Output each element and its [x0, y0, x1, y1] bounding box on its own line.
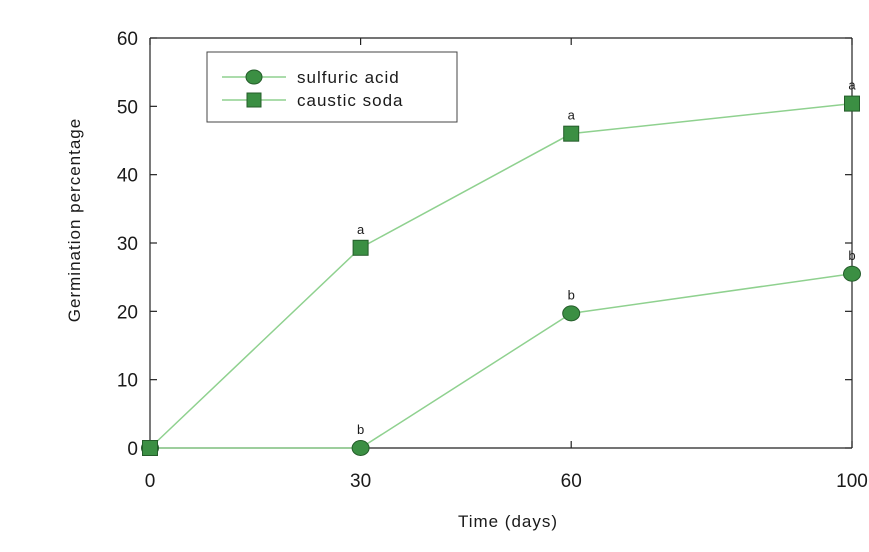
y-tick-label: 40 — [117, 166, 138, 187]
y-axis-title: Germination percentage — [65, 118, 84, 322]
series-line-caustic-soda — [149, 102, 853, 449]
legend-marker-sulfuric-acid — [245, 69, 263, 85]
y-tick-label: 50 — [117, 97, 138, 118]
data-point-caustic-soda — [844, 95, 860, 112]
x-tick-label: 100 — [836, 471, 868, 492]
legend-label-sulfuric-acid: sulfuric acid — [297, 68, 400, 87]
significance-label: b — [848, 248, 855, 263]
x-axis-title: Time (days) — [458, 512, 558, 531]
series-sulfuric-acid: b b b — [141, 248, 861, 456]
y-tick-label: 20 — [117, 302, 138, 323]
significance-label: a — [357, 222, 365, 237]
data-point-caustic-soda — [142, 440, 158, 456]
y-tick-label: 60 — [117, 29, 138, 50]
legend-marker-caustic-soda — [246, 92, 262, 108]
legend: sulfuric acid caustic soda — [206, 51, 458, 123]
significance-label: a — [848, 78, 856, 93]
y-tick-label: 30 — [117, 234, 138, 255]
data-point-sulfuric-acid — [843, 265, 861, 282]
series-caustic-soda: a a a — [142, 78, 860, 456]
x-tick-label: 0 — [145, 471, 156, 492]
legend-label-caustic-soda: caustic soda — [297, 91, 404, 110]
series-layer: b b b a a a — [141, 78, 861, 456]
y-tick-label: 10 — [117, 371, 138, 392]
x-tick-label: 30 — [350, 471, 371, 492]
significance-label: a — [568, 108, 576, 123]
data-point-sulfuric-acid — [351, 440, 370, 456]
legend-box — [206, 51, 458, 123]
data-point-caustic-soda — [563, 125, 580, 142]
x-axis: 0 30 60 100 — [145, 38, 868, 492]
x-tick-label: 60 — [561, 471, 582, 492]
series-line-sulfuric-acid — [150, 273, 853, 449]
data-point-caustic-soda — [352, 239, 369, 256]
significance-label: b — [357, 422, 364, 437]
significance-label: b — [568, 287, 575, 302]
data-point-sulfuric-acid — [562, 305, 581, 322]
y-tick-label: 0 — [127, 439, 138, 460]
